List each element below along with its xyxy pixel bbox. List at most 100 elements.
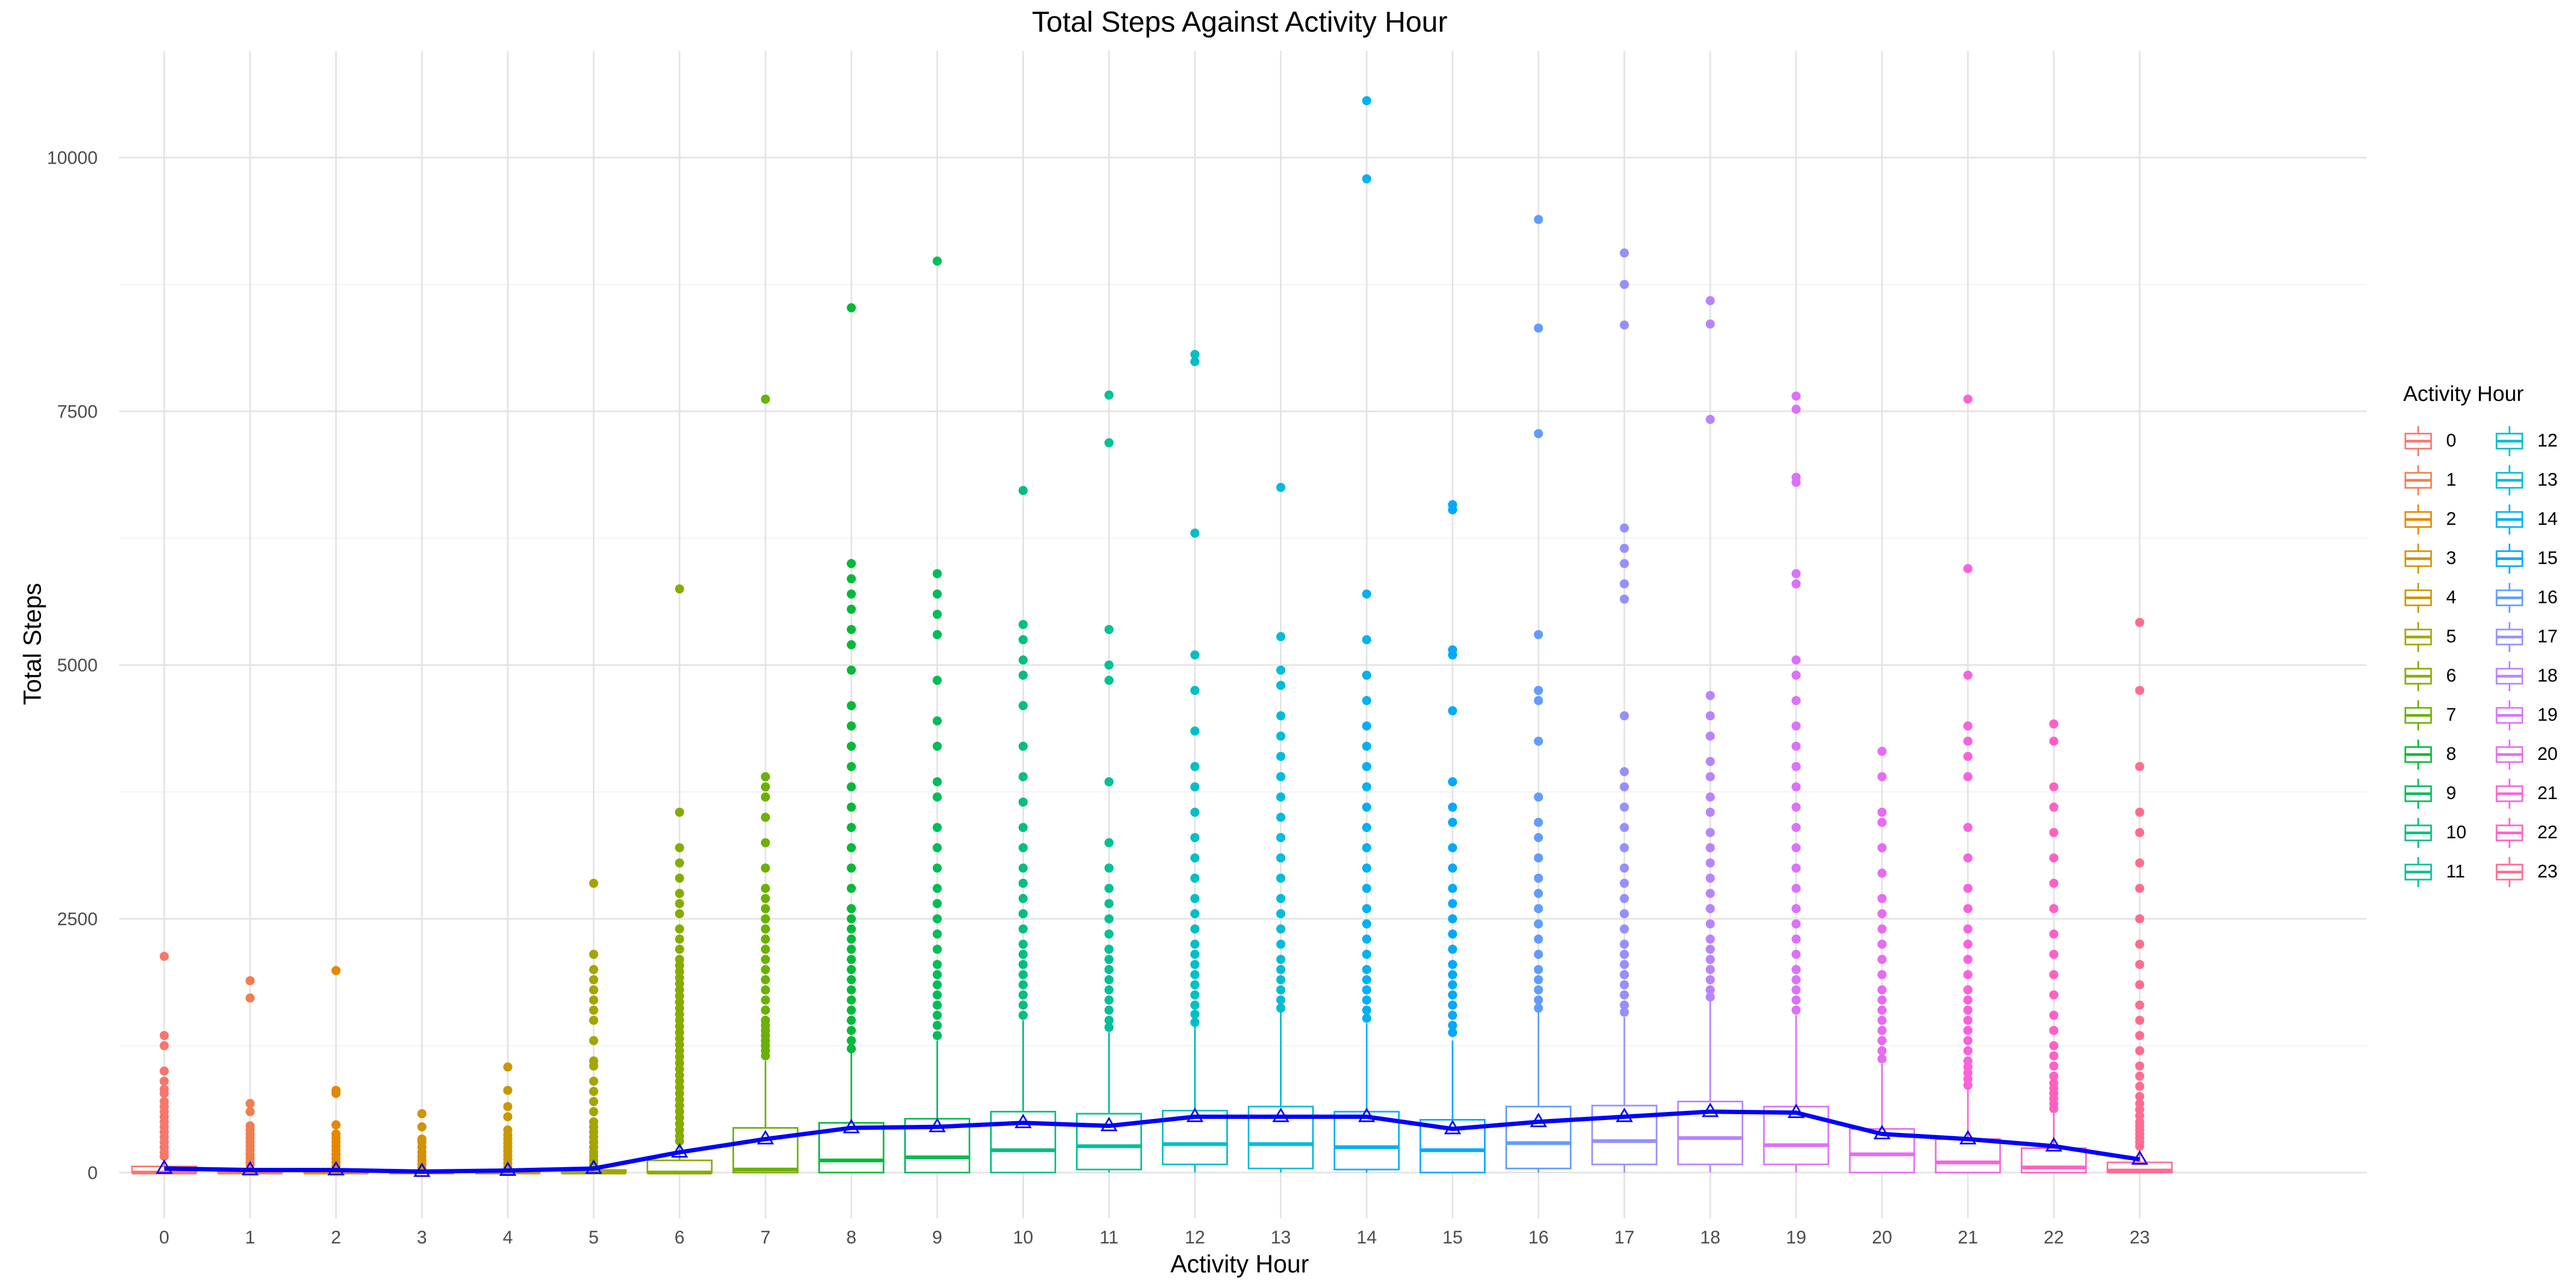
outlier-point xyxy=(1706,975,1715,985)
outlier-point xyxy=(1791,579,1801,589)
outlier-point xyxy=(1620,579,1629,589)
outlier-point xyxy=(1791,919,1801,929)
outlier-point xyxy=(2135,960,2145,969)
outlier-point xyxy=(1448,645,1458,655)
outlier-point xyxy=(1963,1046,1973,1056)
x-tick-label: 9 xyxy=(932,1227,942,1248)
x-tick-label: 3 xyxy=(417,1227,427,1248)
outlier-point xyxy=(846,863,856,873)
outlier-point xyxy=(1877,807,1887,817)
chart-title: Total Steps Against Activity Hour xyxy=(1031,6,1448,38)
outlier-point xyxy=(932,1031,942,1041)
mean-marker xyxy=(1959,1130,1977,1145)
outlier-point xyxy=(932,1011,942,1020)
outlier-point xyxy=(846,1036,856,1045)
outlier-point xyxy=(1534,904,1543,913)
mean-marker xyxy=(928,1117,946,1132)
outlier-point xyxy=(846,303,856,312)
legend-column: 0 1 2 3 4 5 6 7 8 9 10 11 xyxy=(2403,421,2470,891)
outlier-point xyxy=(417,1109,427,1118)
outlier-point xyxy=(1877,939,1887,949)
legend-item: 3 xyxy=(2403,539,2470,578)
outlier-point xyxy=(760,863,770,873)
outlier-point xyxy=(1620,544,1629,553)
outlier-point xyxy=(1448,1028,1458,1037)
outlier-point xyxy=(675,858,684,868)
outlier-point xyxy=(1791,569,1801,579)
outlier-point xyxy=(1276,955,1286,964)
outlier-point xyxy=(1448,706,1458,715)
outlier-point xyxy=(1534,853,1543,863)
outlier-point xyxy=(1534,696,1543,705)
outlier-point xyxy=(1362,742,1372,751)
outlier-point xyxy=(2049,879,2059,888)
outlier-point xyxy=(1791,472,1801,482)
outlier-point xyxy=(1620,949,1629,959)
outlier-point xyxy=(1706,934,1715,944)
outlier-point xyxy=(1534,965,1543,975)
outlier-point xyxy=(1963,853,1973,863)
legend-key-box xyxy=(2404,582,2432,613)
outlier-point xyxy=(1963,985,1973,994)
legend-label: 12 xyxy=(2537,430,2558,451)
outlier-point xyxy=(2135,1046,2145,1056)
outlier-point xyxy=(1534,975,1543,985)
legend-columns: 0 1 2 3 4 5 6 7 8 9 10 11 12 13 14 15 16 17 18 19 20 21 22 23 xyxy=(2403,421,2561,891)
mean-marker xyxy=(1701,1102,1719,1117)
outlier-point xyxy=(846,721,856,731)
outlier-point xyxy=(1362,919,1372,929)
legend-key-box xyxy=(2404,857,2432,887)
outlier-point xyxy=(932,676,942,685)
outlier-point xyxy=(1276,939,1286,949)
outlier-point xyxy=(2049,736,2059,746)
outlier-point xyxy=(1620,909,1629,919)
legend-item: 22 xyxy=(2494,813,2561,852)
outlier-point xyxy=(2135,686,2145,696)
outlier-point xyxy=(1190,726,1200,736)
outlier-point xyxy=(1963,883,1973,893)
legend-label: 5 xyxy=(2446,626,2456,647)
outlier-point xyxy=(1448,899,1458,909)
legend-label: 18 xyxy=(2537,665,2558,686)
legend-key-box xyxy=(2496,778,2523,809)
outlier-point xyxy=(589,1117,598,1126)
mean-marker xyxy=(1272,1107,1290,1122)
outlier-point xyxy=(846,955,856,964)
outlier-point xyxy=(1620,894,1629,903)
outlier-point xyxy=(1791,934,1801,944)
outlier-point xyxy=(1706,691,1715,700)
legend-label: 1 xyxy=(2446,470,2456,490)
x-tick-label: 15 xyxy=(1443,1227,1463,1248)
outlier-point xyxy=(1877,772,1887,781)
outlier-point xyxy=(2049,1051,2059,1060)
legend-key-box xyxy=(2496,817,2523,848)
outlier-point xyxy=(1448,500,1458,509)
outlier-point xyxy=(1190,350,1200,359)
outlier-point xyxy=(932,883,942,893)
outlier-point xyxy=(846,985,856,994)
outlier-point xyxy=(1362,823,1372,832)
legend-label: 14 xyxy=(2537,509,2558,529)
outlier-point xyxy=(1018,980,1028,990)
legend-key-box xyxy=(2404,426,2432,456)
outlier-point xyxy=(1706,904,1715,913)
outlier-point xyxy=(675,873,684,883)
outlier-point xyxy=(1448,945,1458,954)
mean-line xyxy=(164,1109,2140,1174)
outlier-point xyxy=(1791,802,1801,812)
mean-marker xyxy=(1358,1107,1375,1122)
outlier-point xyxy=(760,945,770,954)
outlier-point xyxy=(1018,970,1028,979)
outlier-point xyxy=(1706,807,1715,817)
outlier-point xyxy=(1534,995,1543,1005)
outlier-point xyxy=(1362,721,1372,731)
outlier-point xyxy=(846,883,856,893)
legend-key-box xyxy=(2404,543,2432,574)
outlier-point xyxy=(589,995,598,1005)
y-tick-label: 10000 xyxy=(47,148,98,169)
mean-marker xyxy=(1186,1107,1204,1122)
x-tick-label: 6 xyxy=(675,1227,685,1248)
legend-label: 9 xyxy=(2446,783,2456,803)
outlier-point xyxy=(1534,429,1543,438)
outlier-point xyxy=(1620,711,1629,721)
